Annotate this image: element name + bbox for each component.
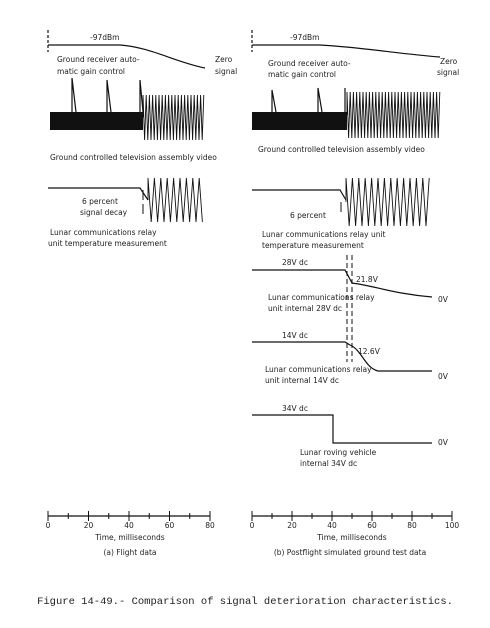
label: signal	[215, 67, 237, 76]
label: 80	[205, 521, 215, 530]
label: Ground receiver auto-	[57, 55, 140, 64]
label: 40	[327, 521, 337, 530]
temp-trace	[252, 189, 347, 201]
label: Time, milliseconds	[94, 533, 165, 542]
v14-trace	[252, 341, 432, 372]
label: 6 percent	[290, 211, 326, 220]
label: Figure 14-49.- Comparison of signal dete…	[37, 596, 453, 608]
v34-trace	[252, 414, 432, 444]
label: Lunar roving vehicle	[300, 448, 377, 457]
label: 6 percent	[82, 197, 118, 206]
label: 28V dc	[282, 258, 308, 267]
label: matic gain control	[268, 70, 336, 79]
label: 40	[124, 521, 134, 530]
label: 80	[407, 521, 417, 530]
video-spikes	[71, 77, 144, 113]
label: Lunar communications relay	[268, 293, 375, 302]
label: Zero	[215, 55, 233, 64]
label: 20	[287, 521, 297, 530]
label: 0V	[438, 372, 449, 381]
label: unit internal 28V dc	[268, 304, 342, 313]
label: 34V dc	[282, 404, 308, 413]
oscillation	[345, 177, 430, 227]
oscillation	[346, 91, 441, 139]
agc-trace	[48, 44, 206, 69]
label: signal decay	[80, 208, 128, 217]
label: temperature measurement	[262, 241, 364, 250]
label: matic gain control	[57, 67, 125, 76]
video-band	[252, 112, 347, 130]
label: signal	[437, 68, 459, 77]
label: Zero	[440, 57, 458, 66]
label: 0	[46, 521, 51, 530]
label: 0	[250, 521, 255, 530]
label: (b) Postflight simulated ground test dat…	[274, 548, 426, 557]
label: 21.8V	[356, 275, 379, 284]
label: 0V	[438, 295, 449, 304]
label: unit temperature measurement	[48, 239, 167, 248]
label: Lunar communications relay	[50, 228, 157, 237]
label: 20	[84, 521, 94, 530]
label: 0V	[438, 438, 449, 447]
label: (a) Flight data	[103, 548, 156, 557]
label: Ground receiver auto-	[268, 59, 351, 68]
label: 12.6V	[358, 347, 381, 356]
label: Lunar communications relay	[265, 365, 372, 374]
label: 60	[367, 521, 377, 530]
labels: -97dBm Ground receiver auto-matic gain co…	[37, 33, 459, 608]
video-spikes	[271, 87, 346, 113]
oscillation	[142, 94, 205, 141]
tick-marks	[47, 511, 453, 521]
label: Time, milliseconds	[316, 533, 387, 542]
agc-trace	[252, 44, 441, 58]
label: 60	[165, 521, 175, 530]
oscillations	[142, 91, 441, 227]
oscillation	[147, 177, 203, 223]
label: 14V dc	[282, 331, 308, 340]
temp-trace	[48, 187, 149, 201]
label: internal 34V dc	[300, 459, 357, 468]
label: Ground controlled television assembly vi…	[258, 145, 425, 154]
label: -97dBm	[290, 33, 319, 42]
video-band	[50, 112, 143, 130]
label: Lunar communications relay unit	[262, 230, 386, 239]
label: unit internal 14V dc	[265, 376, 339, 385]
label: -97dBm	[90, 33, 119, 42]
label: 100	[445, 521, 460, 530]
label: Ground controlled television assembly vi…	[50, 153, 217, 162]
